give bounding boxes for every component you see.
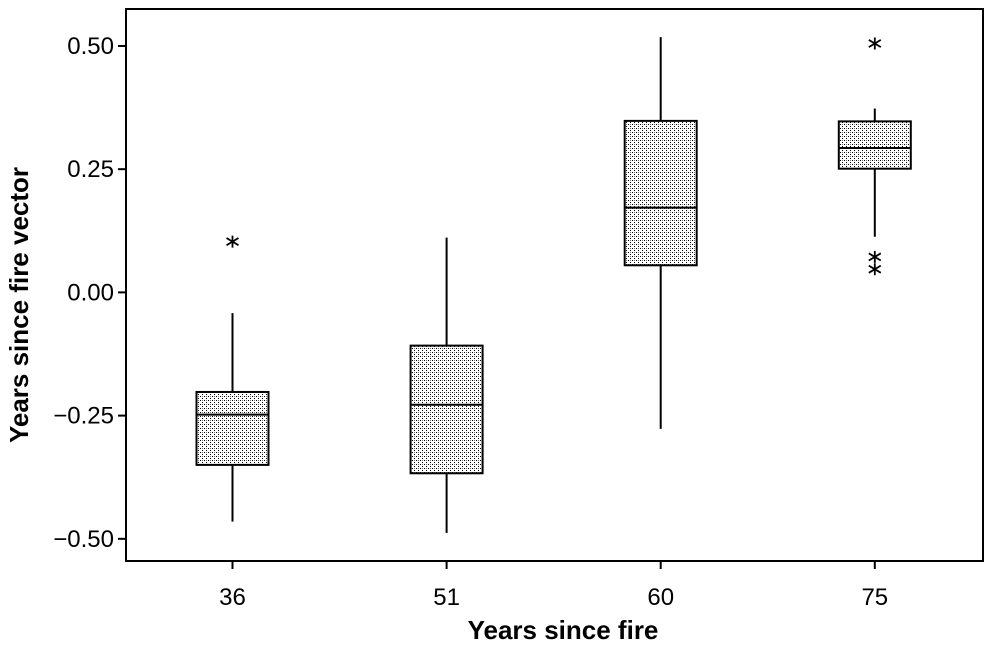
plot-frame: [125, 8, 984, 562]
box-60: [623, 37, 698, 429]
x-tick-label: 36: [219, 584, 246, 611]
outlier-marker: [868, 37, 882, 50]
iqr-box: [623, 119, 698, 267]
outlier-marker: [868, 263, 882, 276]
y-tick-label: −0.50: [53, 526, 114, 553]
boxes-layer: [195, 37, 912, 533]
y-tick-label: 0.25: [67, 156, 114, 183]
outlier-marker: [868, 250, 882, 263]
iqr-box: [837, 120, 912, 170]
y-tick-label: −0.25: [53, 403, 114, 430]
x-tick-label: 51: [433, 584, 460, 611]
outlier-marker: [226, 235, 239, 248]
x-tick-label: 60: [647, 584, 674, 611]
y-tick-label: 0.00: [67, 279, 114, 306]
x-axis: 36 51 60 75: [219, 561, 888, 611]
y-axis: 0.50 0.25 0.00 −0.25 −0.50: [53, 33, 126, 553]
y-axis-title: Years since fire vector: [4, 167, 34, 443]
box-36: [195, 235, 270, 522]
x-tick-label: 75: [861, 584, 888, 611]
box-75: [837, 37, 912, 276]
y-tick-label: 0.50: [67, 33, 114, 60]
iqr-box: [195, 390, 270, 466]
iqr-box: [409, 344, 484, 475]
box-51: [409, 237, 484, 533]
x-axis-title: Years since fire: [468, 615, 659, 645]
